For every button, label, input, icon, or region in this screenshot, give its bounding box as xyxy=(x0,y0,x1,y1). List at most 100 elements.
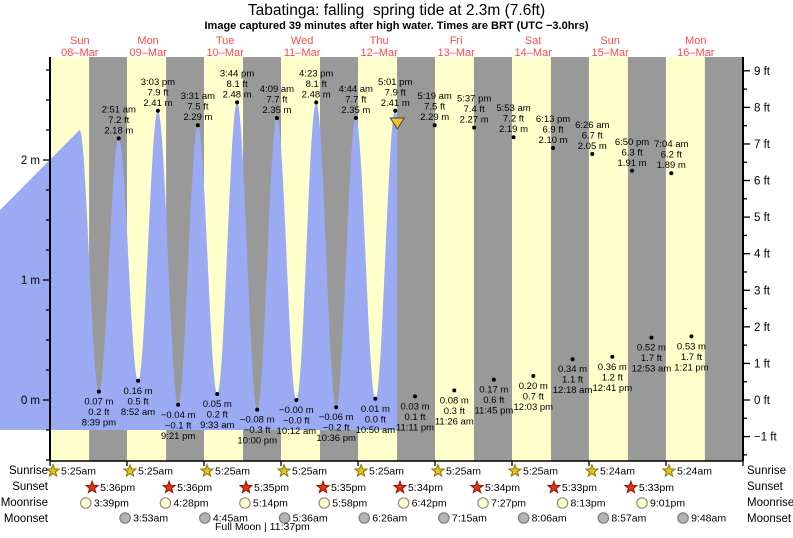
tide-annotation-low: 0.7 ft xyxy=(523,392,544,403)
tide-annotation-low: −0.04 m xyxy=(161,410,196,421)
night-band xyxy=(627,57,666,461)
sunset-star-icon xyxy=(546,479,562,494)
sunset-row-label-left: Sunset xyxy=(12,481,48,493)
sunset-star-icon xyxy=(469,479,485,494)
tide-annotation-high: 3:44 pm xyxy=(220,68,254,79)
tide-annotation-high: 7:04 am xyxy=(654,139,688,150)
sunrise-star-icon xyxy=(507,463,523,478)
tide-annotation-low: 0.20 m xyxy=(519,381,548,392)
day-date-label: 10–Mar xyxy=(206,47,244,59)
day-date-label: 14–Mar xyxy=(514,47,552,59)
tide-annotation-high: 7.4 ft xyxy=(464,104,485,115)
sunset-star-icon xyxy=(161,479,177,494)
tide-extreme-dot xyxy=(511,135,516,140)
sunrise-star-icon xyxy=(45,463,61,478)
moonset-icon xyxy=(278,512,291,524)
right-axis-label: 4 ft xyxy=(754,249,771,261)
tide-extreme-dot xyxy=(491,377,496,382)
tide-annotation-low: 1.7 ft xyxy=(681,352,702,363)
tide-annotation-low: 0.2 ft xyxy=(88,407,109,418)
chart-title: Tabatinga: falling spring tide at 2.3m (… xyxy=(247,2,546,19)
tide-annotation-high: 6.3 ft xyxy=(621,147,642,158)
tide-annotation-low: 0.5 ft xyxy=(128,396,149,407)
daylight-band xyxy=(665,57,705,461)
sunrise-time: 5:25am xyxy=(523,466,558,478)
day-date-label: 11–Mar xyxy=(284,47,321,59)
tide-annotation-low: 0.08 m xyxy=(440,395,469,406)
tide-annotation-low: −0.0 ft xyxy=(283,416,310,427)
sunset-time: 5:35pm xyxy=(254,482,289,494)
sunset-time: 5:34pm xyxy=(485,482,520,494)
right-axis-label: −1 ft xyxy=(754,432,778,444)
moonset-icon xyxy=(358,512,371,524)
moonrise-row-label-left: Moonrise xyxy=(0,497,48,509)
sunset-star-icon xyxy=(623,479,639,494)
tide-annotation-high: 2.29 m xyxy=(183,112,212,123)
tide-annotation-low: 1.7 ft xyxy=(641,353,662,364)
tide-annotation-low: 9:33 am xyxy=(200,420,234,431)
moonrise-icon xyxy=(556,497,569,509)
tide-extreme-dot xyxy=(452,388,457,393)
right-axis-label: 7 ft xyxy=(754,139,771,151)
right-axis-label: 0 ft xyxy=(754,395,771,407)
tide-annotation-high: 6.2 ft xyxy=(661,150,682,161)
tide-extreme-dot xyxy=(176,402,181,407)
sunrise-time: 5:24am xyxy=(600,466,635,478)
day-name-label: Thu xyxy=(370,35,389,47)
tide-annotation-low: 0.52 m xyxy=(637,343,666,354)
tide-annotation-low: 12:18 am xyxy=(553,385,593,396)
sunrise-time: 5:25am xyxy=(138,466,173,478)
current-time-marker xyxy=(389,117,406,130)
moonrise-icon xyxy=(636,497,648,509)
tide-annotation-low: 0.53 m xyxy=(677,341,706,352)
sunset-star-icon xyxy=(84,479,100,494)
daylight-band xyxy=(435,57,474,461)
tide-extreme-dot xyxy=(235,100,240,105)
tide-annotation-high: 5:01 pm xyxy=(378,77,412,88)
tide-annotation-high: 2.41 m xyxy=(381,98,410,109)
tide-annotation-high: 2:51 am xyxy=(102,104,136,115)
sunrise-time: 5:25am xyxy=(369,466,404,478)
right-axis-label: 9 ft xyxy=(754,66,771,78)
moonrise-time: 8:13pm xyxy=(570,498,605,510)
moonrise-time: 6:42pm xyxy=(412,498,447,510)
sunset-time: 5:33pm xyxy=(562,482,597,494)
daylight-band xyxy=(512,57,551,461)
sunrise-star-icon xyxy=(430,463,446,478)
daylight-band xyxy=(588,57,628,461)
tide-annotation-low: −0.06 m xyxy=(319,412,354,423)
tide-area xyxy=(0,102,398,430)
tide-extreme-dot xyxy=(630,168,635,173)
tide-annotation-high: 2.18 m xyxy=(104,125,133,136)
tide-annotation-high: 2.27 m xyxy=(460,115,489,126)
sunrise-star-icon xyxy=(199,463,215,478)
tide-annotation-low: 0.3 ft xyxy=(444,406,465,417)
tide-annotation-low: 1:21 pm xyxy=(674,362,708,373)
tide-annotation-high: 8.1 ft xyxy=(227,79,248,90)
tide-extreme-dot xyxy=(274,116,279,120)
tide-extreme-dot xyxy=(432,123,437,128)
night-band xyxy=(473,57,512,461)
tide-annotation-low: 10:50 am xyxy=(356,425,396,436)
tide-extreme-dot xyxy=(116,136,121,141)
sunrise-time: 5:24am xyxy=(677,466,712,478)
tide-extreme-dot xyxy=(96,389,101,394)
tide-annotation-high: 6:26 am xyxy=(575,120,609,131)
tide-annotation-high: 4:44 am xyxy=(339,84,373,95)
tide-annotation-high: 5:53 am xyxy=(496,103,530,114)
tide-annotation-high: 1.89 m xyxy=(657,160,686,171)
tide-extreme-dot xyxy=(353,116,358,120)
moonrise-icon xyxy=(80,497,92,509)
sunset-star-icon xyxy=(238,479,254,494)
moonrise-time: 5:58pm xyxy=(332,498,367,510)
tide-annotation-low: 0.01 m xyxy=(361,404,390,415)
tide-extreme-dot xyxy=(610,354,615,359)
tide-annotation-low: 0.2 ft xyxy=(207,410,228,421)
tide-annotation-high: 2.48 m xyxy=(223,89,252,100)
moonset-icon xyxy=(677,512,689,524)
day-date-label: 13–Mar xyxy=(437,47,475,59)
tide-extreme-dot xyxy=(393,108,398,113)
tide-annotation-high: 2.41 m xyxy=(143,98,172,109)
